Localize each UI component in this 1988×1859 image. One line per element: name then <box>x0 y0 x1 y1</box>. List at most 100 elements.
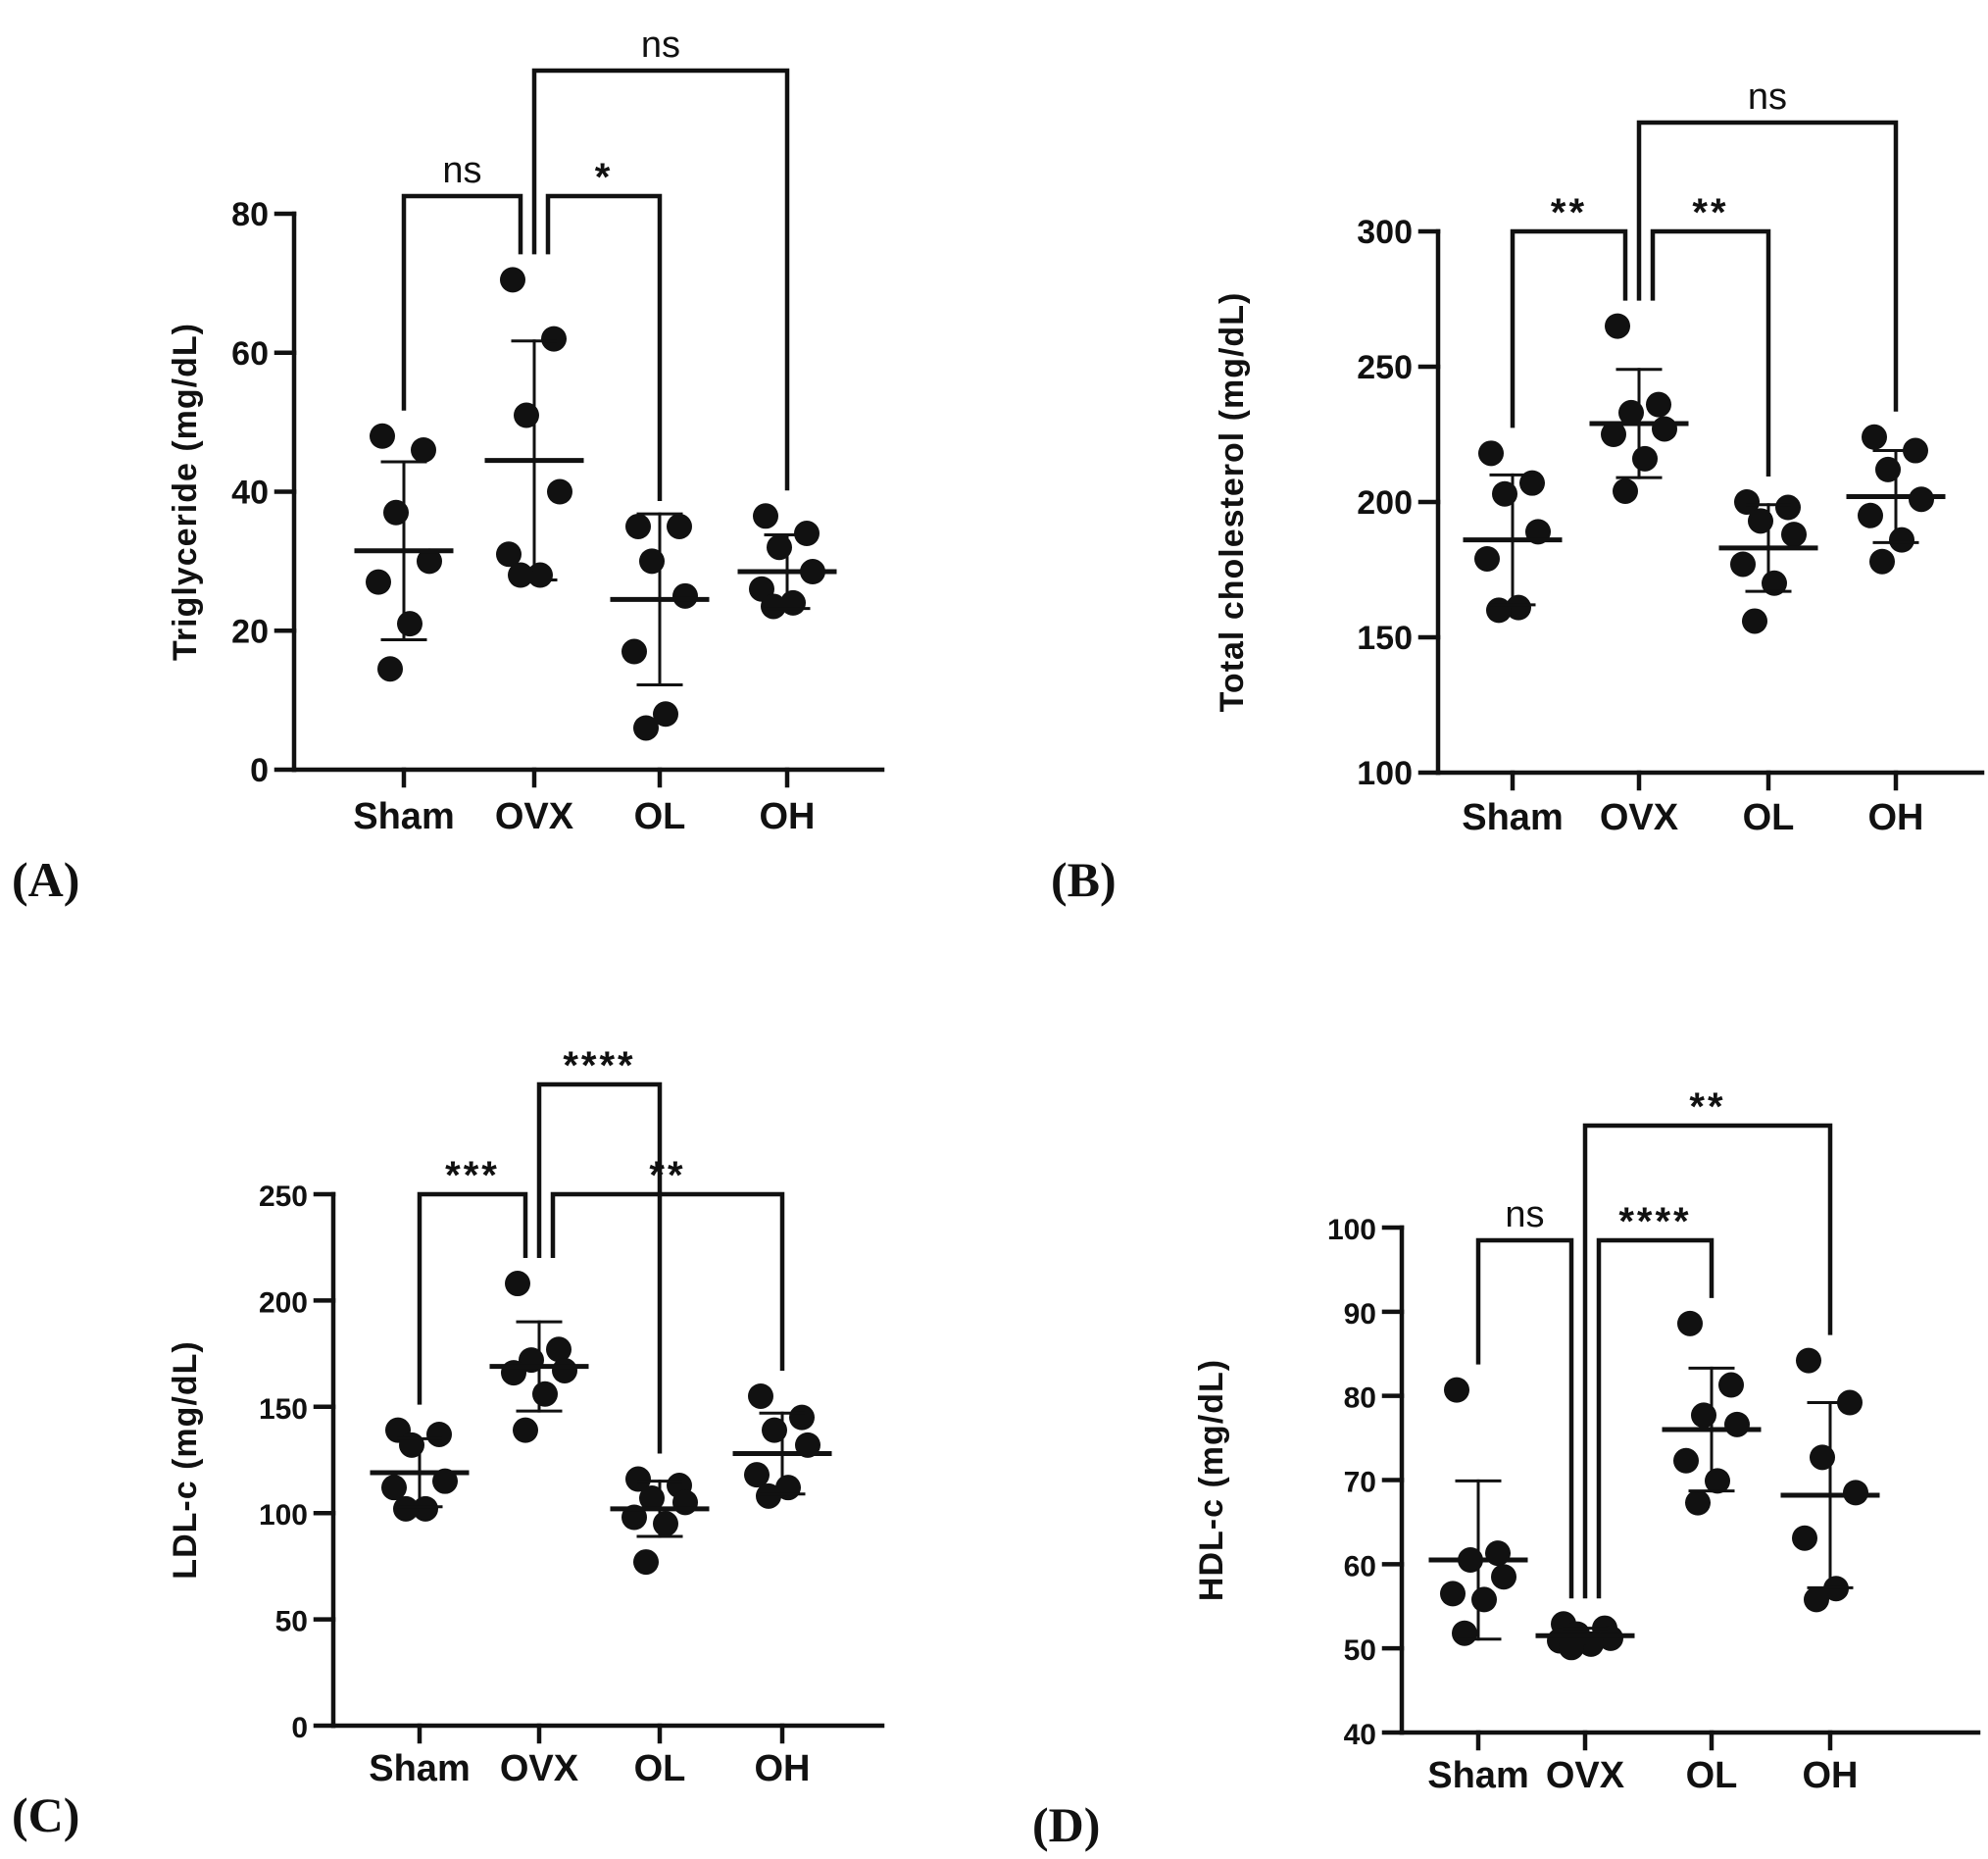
significance-bracket <box>1510 228 1628 428</box>
significance-label: ** <box>1689 1085 1725 1129</box>
x-tick-label: OVX <box>495 796 574 837</box>
data-point-oh <box>1804 1586 1829 1613</box>
significance-bracket <box>1650 228 1771 477</box>
panel-a: 0 20 40 60 80 Sham OVX OL OH Triglyceride (mg/dL)… <box>12 25 885 907</box>
y-tick-label: 40 <box>1344 1719 1376 1751</box>
data-point-sham <box>1486 597 1512 624</box>
data-point-ol <box>633 1549 659 1576</box>
y-tick-label: 250 <box>1357 349 1413 386</box>
panel-c: 0 50 100 150 200 250 Sham OVX OL OH LDL-c (mg/dL) *… <box>12 1044 885 1842</box>
panel-label: (D) <box>1032 1797 1100 1852</box>
data-point-ovx <box>1652 416 1677 442</box>
significance-bracket <box>536 1081 663 1454</box>
data-point-ovx <box>1646 391 1671 418</box>
y-tick-label: 150 <box>259 1393 308 1426</box>
x-tick-label: OH <box>760 796 816 837</box>
significance-bracket <box>545 193 663 501</box>
data-point-sham <box>1474 545 1500 572</box>
significance-label: **** <box>563 1044 635 1087</box>
data-point-ovx <box>1632 445 1658 472</box>
data-point-sham <box>1491 1564 1516 1590</box>
data-point-ol <box>621 638 647 665</box>
data-point-sham <box>1471 1586 1497 1613</box>
data-point-ol <box>653 701 678 728</box>
data-point-sham <box>426 1421 452 1447</box>
significance-bracket <box>417 1191 528 1405</box>
data-point-ol <box>1730 551 1756 578</box>
data-point-ol <box>672 582 698 609</box>
data-point-sham <box>1452 1620 1477 1646</box>
data-point-sham <box>377 656 403 682</box>
data-point-sham <box>417 548 442 575</box>
data-point-sham <box>1440 1581 1466 1607</box>
data-point-sham <box>393 1495 419 1522</box>
panel-label: (A) <box>12 852 79 907</box>
significance-bracket <box>1475 1237 1574 1599</box>
data-point-ovx <box>1613 477 1638 504</box>
y-tick-label: 40 <box>231 475 269 512</box>
data-point-oh <box>744 1462 770 1488</box>
panel-b: 100 150 200 250 300 Sham OVX OL OH Total choleste… <box>1051 76 1985 907</box>
y-tick-label: 90 <box>1344 1298 1376 1331</box>
data-point-sham <box>1444 1377 1469 1403</box>
data-point-ol <box>1718 1372 1744 1398</box>
y-tick-label: 20 <box>231 613 269 650</box>
data-point-ovx <box>1605 313 1630 339</box>
y-axis-title: LDL-c (mg/dL) <box>167 1340 204 1579</box>
x-tick-label: OL <box>1743 797 1795 838</box>
data-point-ol <box>672 1489 698 1516</box>
y-axis-title: Triglyceride (mg/dL) <box>167 323 204 661</box>
data-point-ovx <box>505 1271 530 1297</box>
y-tick-label: 50 <box>1344 1634 1376 1667</box>
y-axis-title: Total cholesterol (mg/dL) <box>1214 292 1251 713</box>
x-tick-label: Sham <box>1427 1755 1528 1796</box>
y-tick-label: 70 <box>1344 1467 1376 1499</box>
significance-bracket <box>531 68 790 491</box>
data-point-ol <box>1673 1447 1699 1474</box>
y-tick-label: 100 <box>1327 1214 1376 1246</box>
panel-d: 40 50 60 70 80 90 100 Sham OVX OL OH HDL-c (mg/dL) n… <box>1032 1085 1981 1852</box>
y-tick-label: 200 <box>259 1286 308 1319</box>
data-point-sham <box>1519 470 1545 496</box>
data-point-ol <box>1677 1310 1703 1336</box>
significance-label: ns <box>1505 1194 1544 1235</box>
data-point-ol <box>1742 608 1767 634</box>
data-point-ovx <box>500 267 525 293</box>
y-tick-label: 50 <box>275 1606 308 1638</box>
data-point-oh <box>748 1382 773 1409</box>
data-point-sham <box>1478 440 1504 467</box>
significance-bracket <box>1596 1237 1715 1599</box>
y-tick-label: 80 <box>1344 1382 1376 1415</box>
data-point-sham <box>411 436 436 463</box>
data-point-oh <box>1869 548 1895 575</box>
x-tick-label: OL <box>634 1748 686 1789</box>
data-point-ovx <box>513 1417 538 1443</box>
significance-bracket <box>1636 120 1899 412</box>
x-tick-label: OH <box>1803 1755 1859 1796</box>
data-point-oh <box>761 593 786 620</box>
significance-bracket <box>401 193 523 411</box>
significance-label: ** <box>649 1154 685 1197</box>
data-point-ovx <box>508 562 533 588</box>
x-tick-label: Sham <box>1462 797 1563 838</box>
data-point-oh <box>1909 486 1934 513</box>
significance-label: ** <box>1551 191 1587 234</box>
data-point-ol <box>1775 494 1801 521</box>
significance-label: ns <box>1748 76 1787 118</box>
x-tick-label: Sham <box>353 796 454 837</box>
significance-label: ns <box>442 150 481 191</box>
y-tick-label: 0 <box>291 1712 308 1744</box>
data-point-ovx <box>546 1336 572 1363</box>
data-point-sham <box>370 423 395 449</box>
data-point-ol <box>667 513 692 539</box>
y-tick-label: 250 <box>259 1181 308 1213</box>
data-point-sham <box>381 1475 407 1501</box>
data-point-ol <box>1734 489 1760 515</box>
x-tick-label: OL <box>634 796 686 837</box>
y-tick-label: 150 <box>1357 620 1413 657</box>
significance-label: ** <box>1692 191 1728 234</box>
data-point-ovx <box>501 1360 526 1386</box>
y-tick-label: 80 <box>231 196 269 233</box>
y-tick-label: 100 <box>1357 755 1413 792</box>
